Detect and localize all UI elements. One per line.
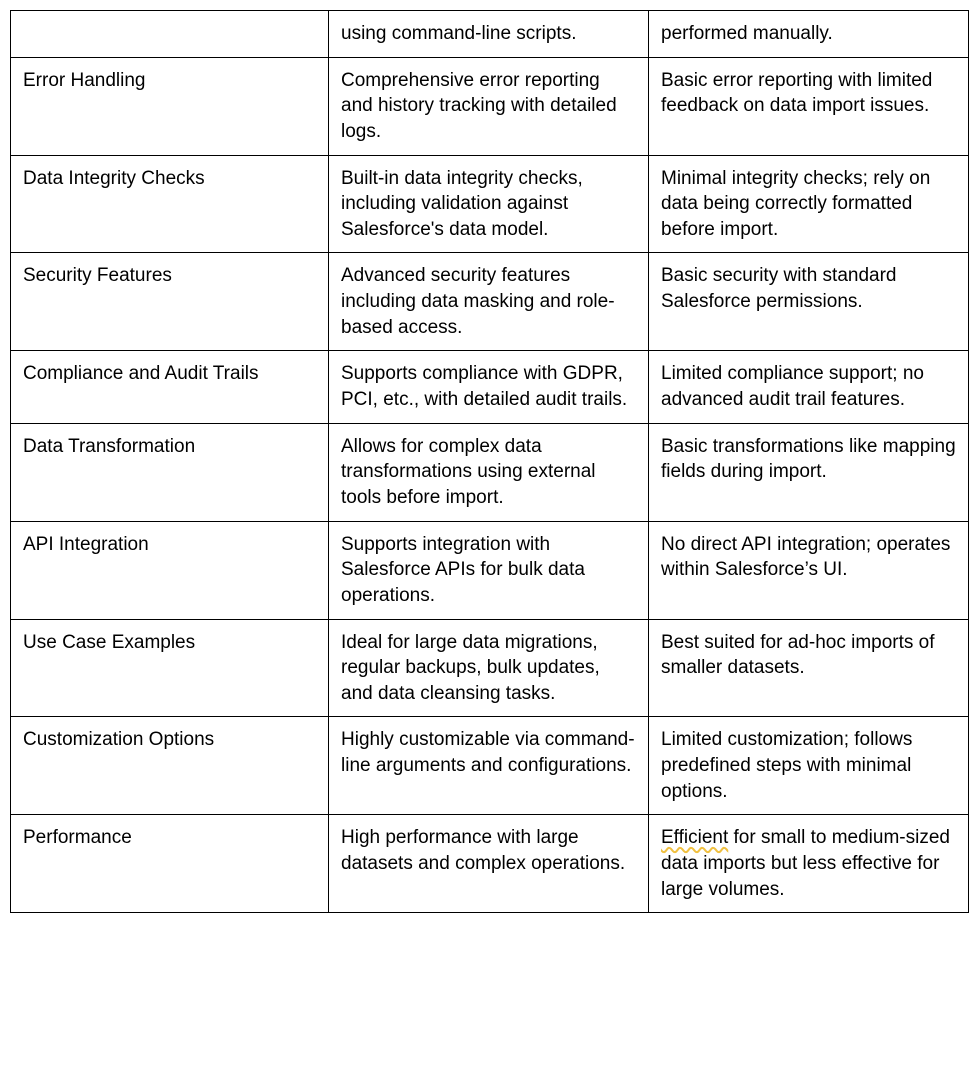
table-row: Security Features Advanced security feat… — [11, 253, 969, 351]
cell-col2: Allows for complex data transformations … — [329, 423, 649, 521]
table-row: Data Integrity Checks Built-in data inte… — [11, 155, 969, 253]
cell-col3: performed manually. — [649, 11, 969, 58]
cell-feature: Performance — [11, 815, 329, 913]
cell-feature: Data Transformation — [11, 423, 329, 521]
cell-feature: Customization Options — [11, 717, 329, 815]
cell-feature: Error Handling — [11, 57, 329, 155]
cell-col2: Comprehensive error reporting and histor… — [329, 57, 649, 155]
cell-feature: Data Integrity Checks — [11, 155, 329, 253]
cell-col3: Minimal integrity checks; rely on data b… — [649, 155, 969, 253]
cell-col2: using command-line scripts. — [329, 11, 649, 58]
table-row: using command-line scripts. performed ma… — [11, 11, 969, 58]
table-row: Use Case Examples Ideal for large data m… — [11, 619, 969, 717]
cell-feature: Use Case Examples — [11, 619, 329, 717]
table-row: API Integration Supports integration wit… — [11, 521, 969, 619]
table-body: using command-line scripts. performed ma… — [11, 11, 969, 913]
cell-col2: Advanced security features including dat… — [329, 253, 649, 351]
comparison-table: using command-line scripts. performed ma… — [10, 10, 969, 913]
cell-col2: Supports integration with Salesforce API… — [329, 521, 649, 619]
cell-feature: Security Features — [11, 253, 329, 351]
cell-col2: Highly customizable via command-line arg… — [329, 717, 649, 815]
cell-feature: API Integration — [11, 521, 329, 619]
cell-col3: Limited compliance support; no advanced … — [649, 351, 969, 423]
cell-col2: Built-in data integrity checks, includin… — [329, 155, 649, 253]
cell-feature: Compliance and Audit Trails — [11, 351, 329, 423]
cell-col3: No direct API integration; operates with… — [649, 521, 969, 619]
cell-col3: Efficient for small to medium-sized data… — [649, 815, 969, 913]
table-row: Compliance and Audit Trails Supports com… — [11, 351, 969, 423]
cell-col2: High performance with large datasets and… — [329, 815, 649, 913]
table-row: Error Handling Comprehensive error repor… — [11, 57, 969, 155]
table-row: Data Transformation Allows for complex d… — [11, 423, 969, 521]
table-row: Customization Options Highly customizabl… — [11, 717, 969, 815]
cell-col2: Supports compliance with GDPR, PCI, etc.… — [329, 351, 649, 423]
cell-col3: Best suited for ad-hoc imports of smalle… — [649, 619, 969, 717]
cell-col3: Basic transformations like mapping field… — [649, 423, 969, 521]
cell-col3: Basic security with standard Salesforce … — [649, 253, 969, 351]
cell-feature — [11, 11, 329, 58]
cell-col3: Basic error reporting with limited feedb… — [649, 57, 969, 155]
cell-col2: Ideal for large data migrations, regular… — [329, 619, 649, 717]
spellcheck-word: Efficient — [661, 827, 728, 848]
cell-col3: Limited customization; follows predefine… — [649, 717, 969, 815]
table-row: Performance High performance with large … — [11, 815, 969, 913]
